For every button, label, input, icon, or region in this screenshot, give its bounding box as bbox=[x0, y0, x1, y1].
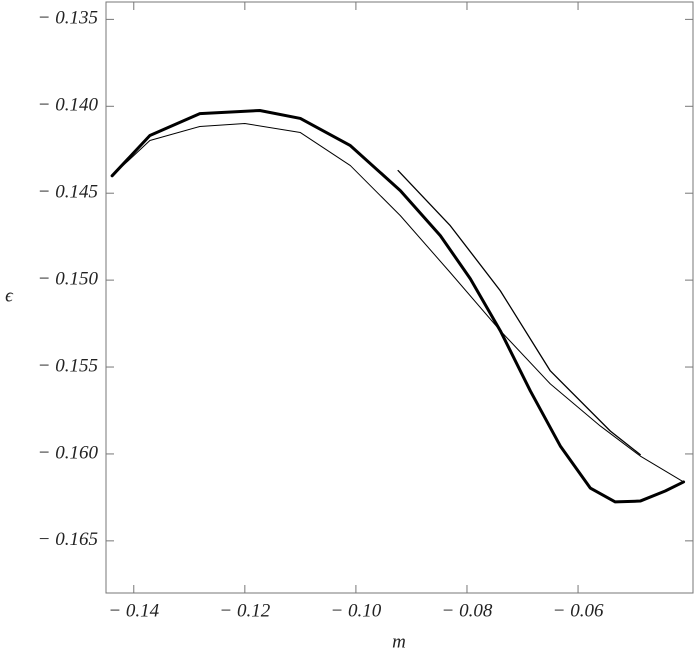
x-tick-label: − 0.08 bbox=[442, 600, 493, 621]
y-tick-label: − 0.165 bbox=[38, 529, 98, 550]
x-tick-label: − 0.12 bbox=[219, 600, 270, 621]
y-tick-label: − 0.140 bbox=[38, 95, 99, 116]
y-tick-label: − 0.135 bbox=[38, 8, 98, 29]
x-axis-label: m bbox=[392, 631, 406, 652]
plot-frame bbox=[105, 1, 694, 594]
x-tick-label: − 0.14 bbox=[108, 600, 159, 621]
curve bbox=[110, 108, 686, 504]
y-tick-label: − 0.155 bbox=[38, 355, 98, 376]
y-tick-label: − 0.150 bbox=[38, 268, 99, 289]
x-tick-label: − 0.10 bbox=[330, 600, 381, 621]
y-tick-label: − 0.145 bbox=[38, 182, 98, 203]
y-tick-label: − 0.160 bbox=[38, 442, 99, 463]
x-tick-label: − 0.06 bbox=[553, 600, 604, 621]
curve bbox=[111, 123, 685, 483]
y-axis-label: ϵ bbox=[5, 285, 14, 306]
curve bbox=[397, 169, 641, 456]
